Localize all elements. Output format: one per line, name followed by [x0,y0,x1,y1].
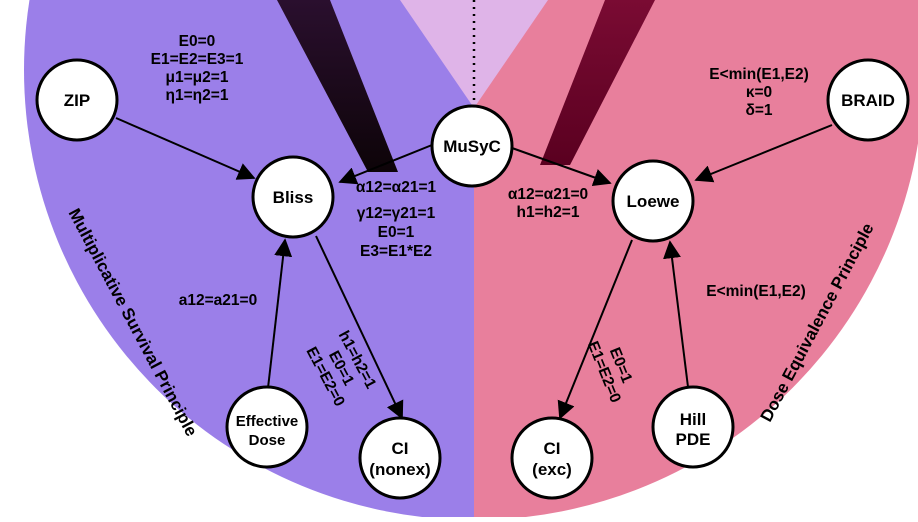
label-ci-exc-1: CI [544,439,561,458]
cond-braid-loewe-1: E<min(E1,E2) [709,66,809,83]
label-ci-nonex-1: CI [392,439,409,458]
edge-effdose-bliss [267,238,293,389]
edge-musyc-bliss [338,144,433,185]
cond-musyc-bliss-2: γ12=γ21=1 [357,205,436,222]
cond-musyc-bliss-1: α12=α21=1 [356,179,437,196]
cond-braid-loewe-2: κ=0 [746,84,772,101]
label-bliss: Bliss [273,188,314,207]
cond-zip-bliss-1: E0=0 [179,33,216,50]
cond-musyc-bliss-3: E0=1 [378,224,415,241]
label-musyc: MuSyC [443,137,501,156]
node-ci-exc [510,416,594,500]
cond-braid-loewe-3: δ=1 [745,102,772,119]
node-hill-pde [651,385,735,469]
cond-zip-bliss-4: η1=η2=1 [166,87,229,104]
label-ci-exc-2: (exc) [532,460,572,479]
cond-zip-bliss-3: μ1=μ2=1 [166,69,229,86]
label-zip: ZIP [64,91,90,110]
top-wedge [400,0,548,108]
edge-bliss-cinonex [315,235,404,420]
label-ci-nonex-2: (nonex) [369,460,430,479]
node-braid [826,58,910,142]
label-hill-pde-1: Hill [680,410,706,429]
condition-labels: E0=0 E1=E2=E3=1 μ1=μ2=1 η1=η2=1 E<min(E1… [151,33,809,309]
left-dark-band [277,0,398,172]
cond-hill-loewe: E<min(E1,E2) [706,283,806,300]
label-braid: BRAID [841,91,895,110]
node-bliss [251,155,335,239]
label-hill-pde-2: PDE [676,430,711,449]
edge-musyc-loewe [511,147,612,187]
node-labels: MuSyC ZIP Bliss BRAID Loewe Effective Do… [64,91,895,479]
node-musyc [430,104,514,188]
edge-zip-bliss [115,117,256,180]
edge-braid-loewe [694,124,833,183]
label-loewe: Loewe [627,192,680,211]
edges [115,117,833,420]
node-ci-nonex [358,416,442,500]
label-effective-dose-1: Effective [236,413,299,430]
node-effective-dose [225,385,309,469]
right-dark-band [540,0,655,165]
cond-musyc-loewe-1: α12=α21=0 [508,186,588,203]
cond-effdose-bliss: a12=a21=0 [179,292,257,309]
edge-hill-loewe [663,240,689,388]
cond-zip-bliss-2: E1=E2=E3=1 [151,51,244,68]
label-effective-dose-2: Dose [249,432,286,449]
node-loewe [611,159,695,243]
node-zip [35,58,119,142]
edge-loewe-ciexc [557,239,633,420]
cond-musyc-loewe-2: h1=h2=1 [517,204,580,221]
nodes [35,58,910,500]
cond-musyc-bliss-4: E3=E1*E2 [360,243,432,260]
